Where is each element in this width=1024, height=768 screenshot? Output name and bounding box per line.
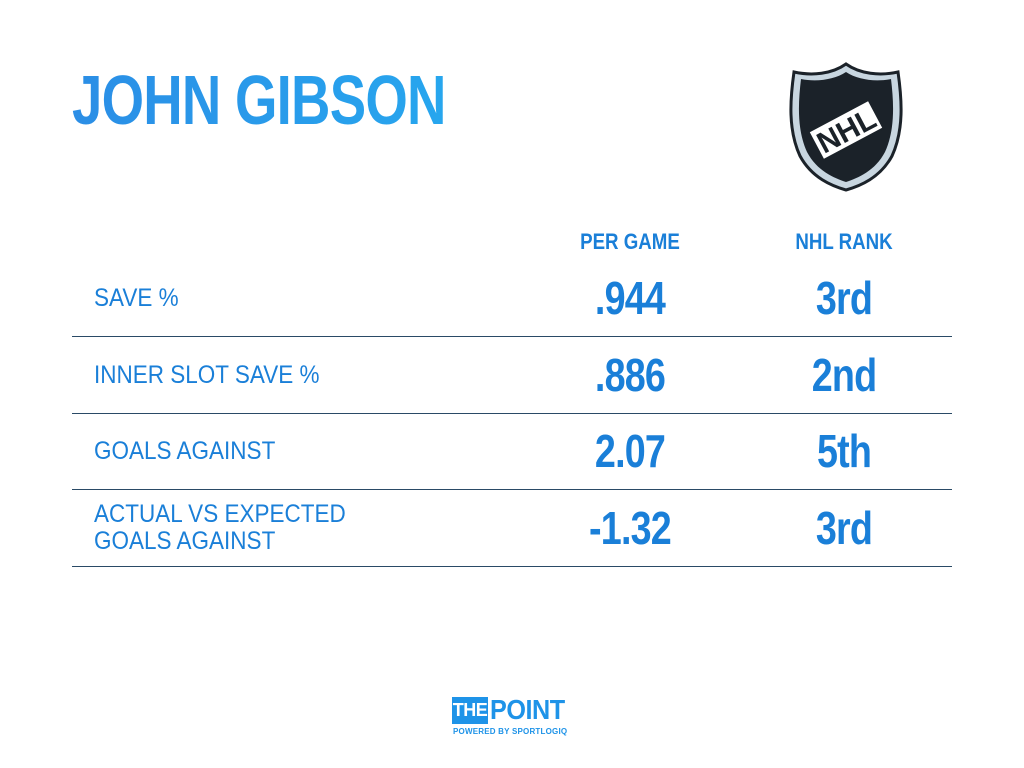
stat-nhl-rank-value: 2nd [811, 349, 877, 401]
stat-row: ACTUAL VS EXPECTED GOALS AGAINST -1.32 3… [72, 490, 952, 567]
stat-nhl-rank-value: 3rd [815, 502, 873, 554]
stat-per-game-value: .944 [594, 272, 666, 324]
stat-per-game-value: .886 [594, 349, 666, 401]
stat-label: SAVE % [94, 283, 179, 312]
player-name-title: JOHN GIBSON [72, 58, 446, 142]
the-point-brand-logo: THE POINT POWERED BY SPORTLOGIQ [452, 694, 576, 739]
stat-nhl-rank-value: 3rd [815, 272, 873, 324]
stat-label: INNER SLOT SAVE % [94, 360, 320, 389]
stat-per-game-value: -1.32 [589, 502, 672, 554]
stat-row: SAVE % .944 3rd [72, 260, 952, 337]
brand-the-badge: THE [452, 697, 488, 724]
nhl-shield-logo: NHL [789, 62, 903, 192]
stat-nhl-rank-value: 5th [816, 425, 872, 477]
powered-by-text: POWERED BY SPORTLOGIQ [453, 727, 568, 736]
stat-per-game-value: 2.07 [594, 425, 666, 477]
stat-row: INNER SLOT SAVE % .886 2nd [72, 337, 952, 414]
column-header-nhl-rank: NHL RANK [795, 229, 893, 254]
brand-point-text: POINT [490, 694, 565, 725]
column-header-per-game: PER GAME [580, 229, 680, 254]
stat-label: ACTUAL VS EXPECTED GOALS AGAINST [94, 500, 346, 555]
stat-label: GOALS AGAINST [94, 436, 276, 465]
stat-row: GOALS AGAINST 2.07 5th [72, 413, 952, 490]
